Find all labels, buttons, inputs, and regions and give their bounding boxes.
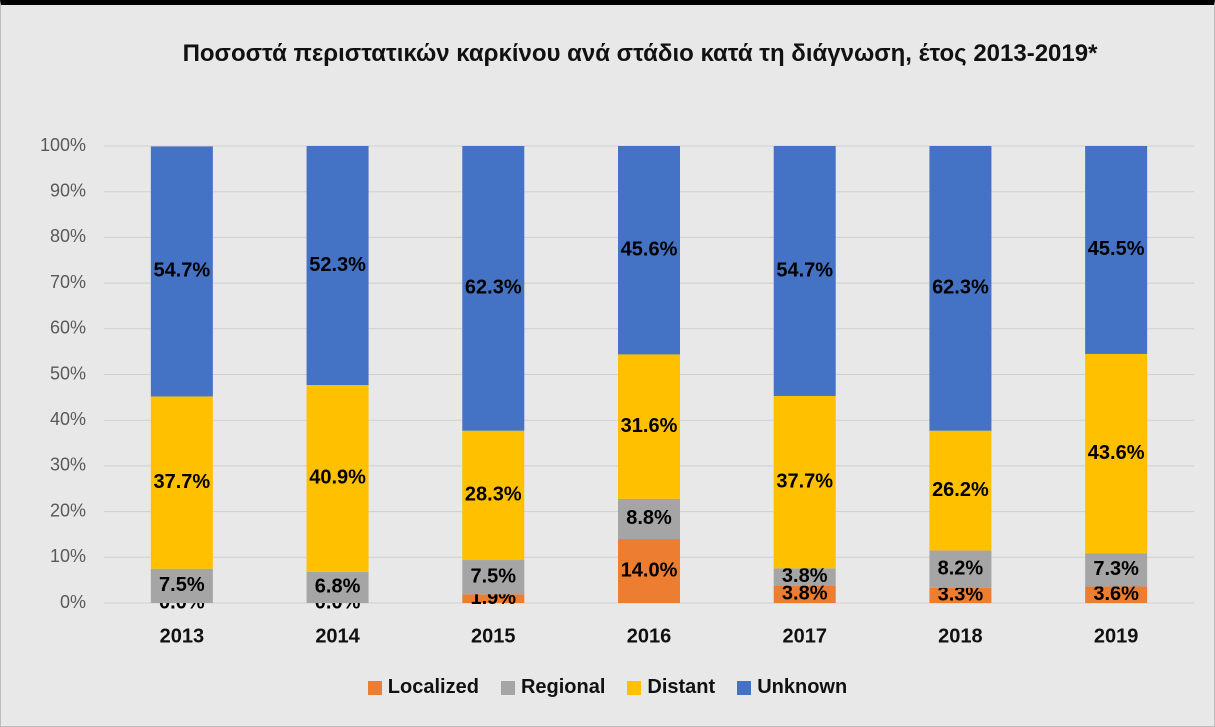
bar-segment [618,498,680,540]
data-label: 54.7% [153,260,210,282]
bar-segment [1085,586,1148,603]
x-tick-label: 2019 [1094,625,1139,647]
data-label: 62.3% [465,277,522,299]
data-label: 40.9% [309,467,366,489]
legend-item: Localized [367,676,479,699]
data-label: 52.3% [309,254,366,276]
data-label: 8.8% [626,507,672,529]
x-tick-label: 2013 [160,625,205,647]
data-label: 45.6% [621,238,678,260]
data-label: 37.7% [153,471,210,493]
bar-segment [462,430,525,561]
bar-segment [773,146,836,396]
y-tick-label: 40% [50,409,86,429]
bar-segment [929,550,992,588]
data-label: 62.3% [932,277,989,299]
data-label: 7.5% [159,574,205,596]
bar-segment [929,146,992,431]
chart-title: Ποσοστά περιστατικών καρκίνου ανά στάδιο… [182,40,1098,67]
x-tick-label: 2014 [315,625,360,647]
legend: Localized Regional Distant Unknown [0,676,1215,699]
y-tick-label: 50% [50,363,86,383]
legend-item: Regional [500,676,606,699]
data-label: 3.8% [782,583,828,605]
bar-segment [773,585,836,603]
data-label: 3.6% [1093,583,1139,605]
y-tick-label: 30% [50,455,86,475]
data-label: 26.2% [932,479,989,501]
bar-segment [929,587,992,603]
bar-segment [618,539,680,603]
bar-segment [150,568,213,603]
y-tick-label: 10% [50,546,86,566]
x-tick-label: 2017 [782,625,827,647]
legend-swatch [367,680,382,695]
x-tick-label: 2015 [471,625,516,647]
y-tick-label: 60% [50,318,86,338]
x-tick-label: 2016 [627,625,672,647]
bar-segment [306,146,369,386]
y-tick-label: 90% [50,180,86,200]
bar-segment [929,430,992,551]
legend-swatch [500,680,515,695]
bar-segment [773,395,836,569]
bar-segment [462,594,525,603]
data-label: 7.5% [470,565,516,587]
legend-item: Unknown [737,676,847,699]
data-label: 3.8% [782,565,828,587]
bar-segment [306,571,369,603]
y-tick-label: 100% [40,135,86,155]
data-label: 3.3% [938,584,984,606]
bar-segment [618,146,680,355]
data-label: 28.3% [465,484,522,506]
bar-segment [306,385,369,572]
legend-label: Unknown [757,676,848,698]
data-label: 31.6% [621,415,678,437]
y-tick-label: 70% [50,272,86,292]
y-tick-label: 0% [60,592,86,612]
legend-label: Distant [647,676,716,698]
data-label: 45.5% [1088,238,1145,260]
bar-segment [618,354,680,499]
bar-segment [462,146,525,431]
legend-swatch [737,680,752,695]
bar-segment [1085,553,1148,587]
legend-label: Regional [520,676,606,698]
data-label: 54.7% [776,259,833,281]
legend-swatch [627,680,642,695]
data-label: 37.7% [776,470,833,492]
bar-segment [150,146,213,397]
x-tick-label: 2018 [938,625,983,647]
bar-segment [150,396,213,569]
y-tick-label: 20% [50,500,86,520]
data-label: 8.2% [938,557,984,579]
bar-segment [773,568,836,586]
data-label: 7.3% [1093,558,1139,580]
y-tick-label: 80% [50,226,86,246]
bar-segment [1085,146,1148,354]
legend-item: Distant [627,676,715,699]
legend-label: Localized [387,676,479,698]
data-label: 14.0% [621,559,678,581]
bar-segment [1085,353,1148,554]
data-label: 43.6% [1088,442,1145,464]
data-label: 6.8% [315,576,361,598]
bar-segment [462,560,525,595]
